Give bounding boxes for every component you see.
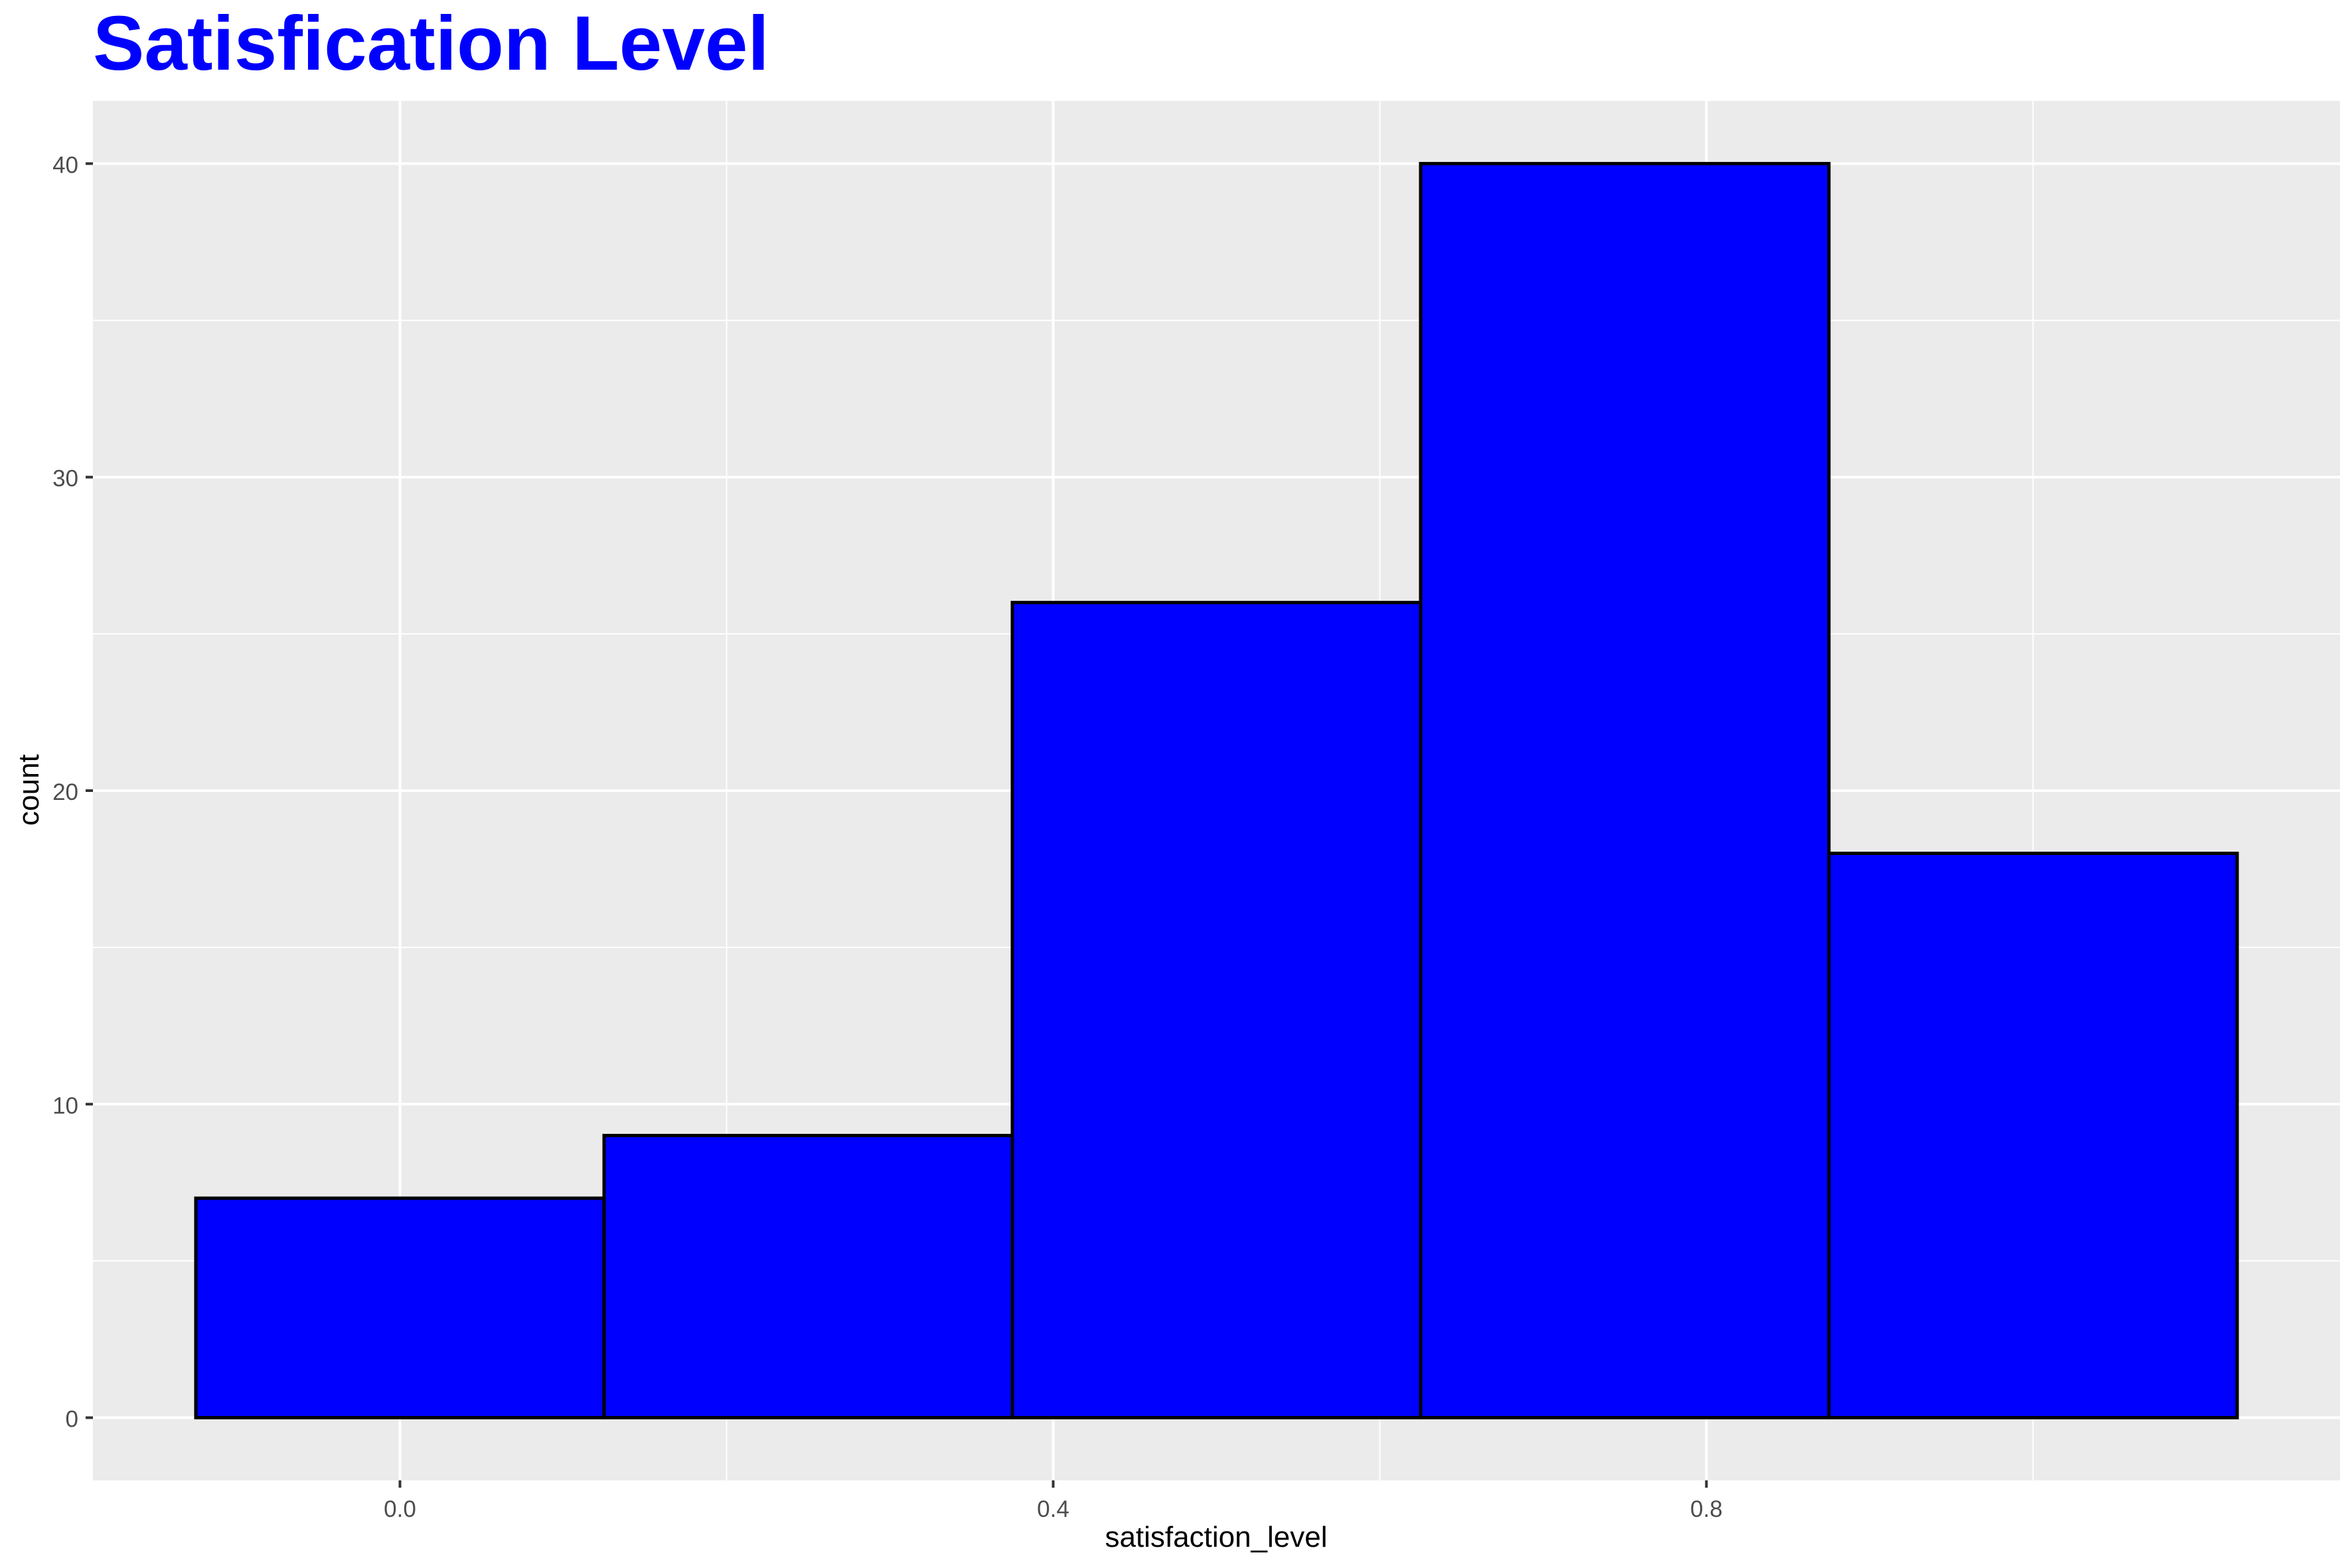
- histogram-bar: [194, 1196, 606, 1420]
- y-axis-ticks: 0 10 20 30 40: [52, 152, 93, 1433]
- y-tick-label: 30: [52, 466, 78, 492]
- histogram-bars: [194, 161, 2239, 1420]
- x-tick-label: 0.0: [384, 1496, 416, 1522]
- y-tick-label: 0: [66, 1407, 78, 1433]
- histogram-bar: [1419, 161, 1831, 1420]
- y-tick-label: 10: [52, 1093, 78, 1119]
- chart-title: Satisfication Level: [93, 0, 769, 86]
- histogram-bar: [1010, 601, 1423, 1420]
- y-tick-label: 20: [52, 779, 78, 805]
- x-axis-title: satisfaction_level: [1105, 1521, 1327, 1553]
- histogram-bar: [1827, 851, 2239, 1420]
- x-axis-ticks: 0.0 0.4 0.8: [384, 1480, 1723, 1522]
- y-tick-label: 40: [52, 152, 78, 178]
- histogram-bar: [602, 1134, 1014, 1420]
- y-axis-title: count: [13, 754, 45, 826]
- x-tick-label: 0.8: [1690, 1496, 1723, 1522]
- x-tick-label: 0.4: [1037, 1496, 1069, 1522]
